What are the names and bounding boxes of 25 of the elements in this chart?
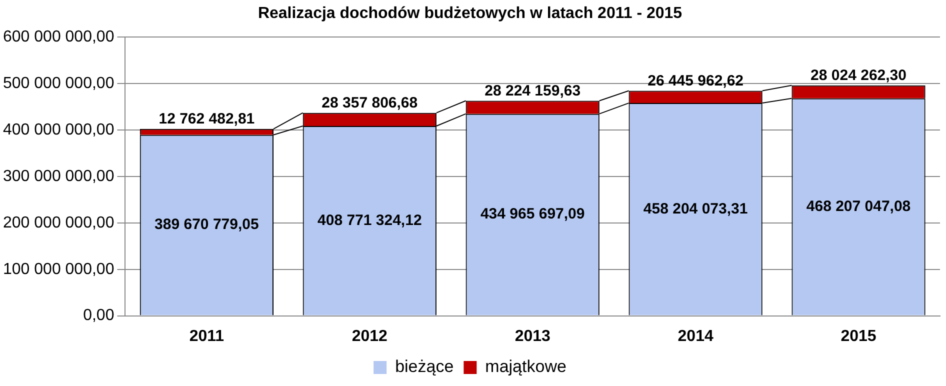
- data-label: 28 224 159,63: [484, 82, 581, 100]
- legend-label: majątkowe: [485, 357, 566, 376]
- data-label: 28 357 806,68: [322, 94, 418, 112]
- legend-label: bieżące: [395, 357, 454, 376]
- data-label: 389 670 779,05: [154, 216, 259, 234]
- x-tick-label: 2015: [840, 328, 876, 345]
- x-tick-label: 2011: [189, 328, 224, 345]
- data-label: 408 771 324,12: [318, 212, 422, 229]
- y-tick-label: 500 000 000,00: [3, 75, 114, 92]
- chart-title: Realizacja dochodów budżetowych w latach 2011 - 2015: [258, 5, 682, 22]
- data-label: 458 204 073,31: [643, 200, 748, 218]
- data-label: 26 445 962,62: [648, 72, 744, 90]
- data-label: 468 207 047,08: [806, 198, 911, 215]
- data-label: 12 762 482,81: [158, 110, 255, 128]
- y-tick-label: 0,00: [83, 307, 114, 324]
- y-tick-label: 300 000 000,00: [3, 168, 114, 185]
- y-tick-label: 400 000 000,00: [3, 121, 114, 138]
- x-tick-label: 2013: [514, 328, 551, 345]
- y-tick-label: 100 000 000,00: [3, 260, 114, 278]
- x-tick-label: 2012: [352, 328, 388, 345]
- y-tick-label: 200 000 000,00: [3, 214, 114, 232]
- data-label: 28 024 262,30: [810, 67, 906, 84]
- y-tick-label: 600 000 000,00: [3, 28, 114, 46]
- x-tick-label: 2014: [678, 328, 714, 345]
- data-label: 434 965 697,09: [480, 206, 585, 223]
